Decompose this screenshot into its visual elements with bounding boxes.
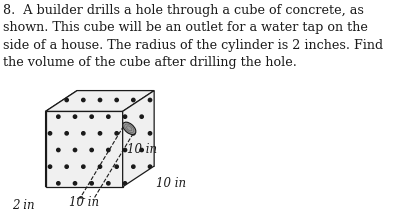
Polygon shape [123, 91, 154, 187]
Ellipse shape [77, 198, 90, 210]
Text: 2 in: 2 in [12, 199, 34, 211]
Text: 8.  A builder drills a hole through a cube of concrete, as
shown. This cube will: 8. A builder drills a hole through a cub… [3, 4, 384, 69]
Ellipse shape [123, 122, 136, 135]
Text: 10 in: 10 in [69, 196, 99, 209]
Polygon shape [46, 91, 154, 111]
Text: 10 in: 10 in [156, 177, 186, 190]
Polygon shape [46, 91, 77, 187]
Text: 10 in: 10 in [127, 143, 157, 156]
Polygon shape [46, 111, 123, 187]
